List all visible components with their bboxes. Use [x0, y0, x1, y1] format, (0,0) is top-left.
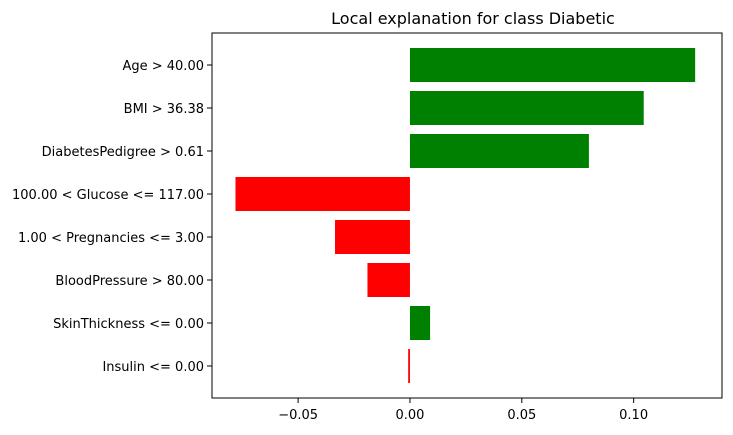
- x-axis-ticks: −0.05 0.00 0.05 0.10: [278, 398, 648, 423]
- y-tick-label: DiabetesPedigree > 0.61: [42, 145, 204, 160]
- bars-group: [235, 48, 696, 383]
- plot-frame: [211, 32, 723, 399]
- y-tick-label: BloodPressure > 80.00: [55, 274, 204, 289]
- bar: [235, 177, 410, 211]
- chart-title: Local explanation for class Diabetic: [331, 9, 615, 28]
- bar: [409, 91, 644, 125]
- y-tick-label: Age > 40.00: [122, 59, 204, 74]
- y-tick-label: 100.00 < Glucose <= 117.00: [12, 188, 204, 203]
- x-tick-label: 0.00: [395, 408, 424, 423]
- x-tick-label: −0.05: [278, 408, 318, 423]
- y-tick-label: BMI > 36.38: [124, 102, 204, 117]
- bar: [409, 134, 589, 168]
- bar: [409, 48, 696, 82]
- bar: [335, 220, 410, 254]
- bar: [409, 306, 431, 340]
- y-tick-label: Insulin <= 0.00: [102, 360, 204, 375]
- y-tick-label: SkinThickness <= 0.00: [53, 317, 204, 332]
- bar: [367, 263, 410, 297]
- x-tick-label: 0.10: [619, 408, 648, 423]
- y-axis-ticks: Age > 40.00 BMI > 36.38 DiabetesPedigree >…: [12, 59, 212, 375]
- bar: [408, 349, 410, 383]
- y-tick-label: 1.00 < Pregnancies <= 3.00: [18, 231, 204, 246]
- x-tick-label: 0.05: [507, 408, 536, 423]
